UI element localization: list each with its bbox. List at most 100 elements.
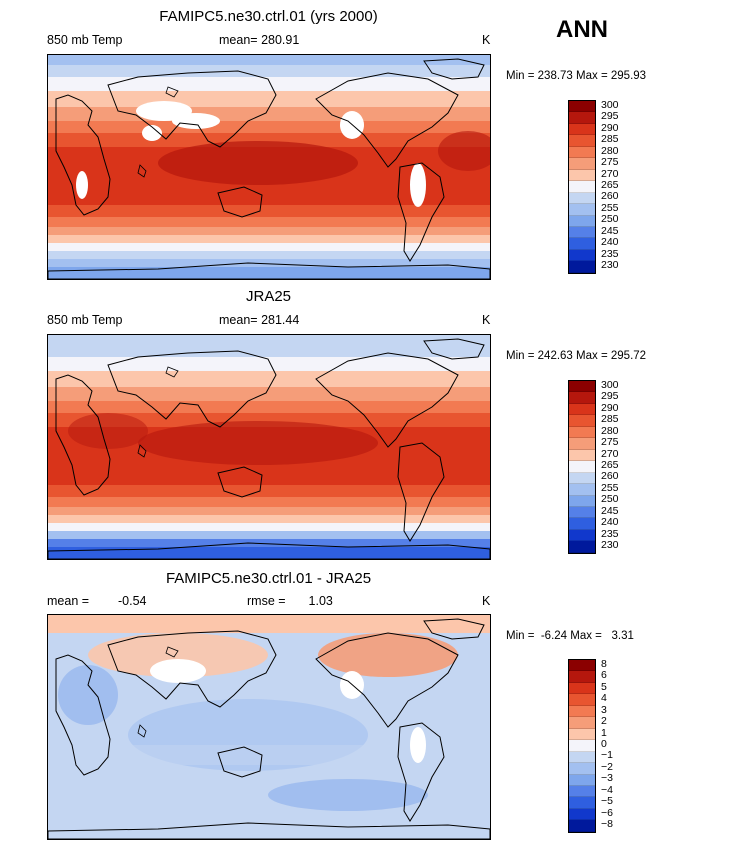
panel1-colorbar-swatch (569, 169, 595, 182)
panel1-colorbar-tick-label: 290 (601, 121, 619, 134)
map-shading-band (48, 387, 490, 401)
panel1-colorbar (568, 100, 596, 274)
panel1-mean-label: mean= (219, 33, 258, 47)
panel2-colorbar (568, 380, 596, 554)
panel3-colorbar-swatch (569, 797, 595, 809)
panel1-colorbar-tick-label: 235 (601, 247, 619, 260)
map-shading-band (48, 485, 490, 497)
panel3-max-value: 3.31 (611, 630, 634, 642)
panel1-colorbar-tick-label: 245 (601, 224, 619, 237)
panel3-colorbar-tick-label: 1 (601, 726, 607, 739)
panel3-colorbar-swatch (569, 694, 595, 706)
panel3-colorbar-swatch (569, 682, 595, 695)
panel1-colorbar-swatch (569, 204, 595, 216)
panel3-colorbar-tick-label: −8 (601, 818, 613, 831)
panel2-colorbar-tick-label: 295 (601, 390, 619, 403)
map-shading-band (48, 547, 490, 559)
panel2-colorbar-tick-label: 245 (601, 504, 619, 517)
panel3-mean: mean = -0.54 (47, 594, 147, 608)
map-shading-band (48, 497, 490, 507)
panel1-colorbar-tick-label: 240 (601, 236, 619, 249)
panel1-mean: mean= 280.91 (219, 33, 299, 47)
panel1-colorbar-swatch (569, 123, 595, 136)
panel3-colorbar-swatch (569, 705, 595, 718)
map-shading-band (48, 413, 490, 427)
coastline (48, 542, 490, 559)
panel3-colorbar-swatch (569, 785, 595, 798)
lake-outline (165, 86, 179, 98)
panel3-colorbar (568, 659, 596, 833)
coastline (397, 722, 445, 822)
lake-outline (137, 444, 147, 458)
map-shading-band (48, 55, 490, 65)
panel1-colorbar-tick-label: 250 (601, 213, 619, 226)
panel3-min-label: Min = (506, 630, 535, 642)
panel2-min-value: 242.63 (537, 350, 573, 362)
map-shading-band (48, 531, 490, 539)
missing-data (142, 125, 162, 141)
panel3-rmse-value: 1.03 (308, 594, 333, 608)
panel3-rmse: rmse = 1.03 (247, 594, 333, 608)
panel1-minmax: Min = 238.73 Max = 295.93 (506, 70, 646, 82)
panel1-colorbar-swatch (569, 135, 595, 147)
panel1-min-value: 238.73 (537, 70, 573, 82)
panel1-colorbar-tick-label: 270 (601, 167, 619, 180)
panel2-colorbar-swatch (569, 495, 595, 507)
map-shading-band (48, 77, 490, 91)
panel2-colorbar-swatch (569, 506, 595, 519)
panel1-colorbar-tick-label: 295 (601, 110, 619, 123)
panel2-colorbar-swatch (569, 426, 595, 439)
panel2-colorbar-tick-label: 280 (601, 424, 619, 437)
panel3-colorbar-swatch (569, 660, 595, 672)
coastline (107, 630, 277, 708)
panel1-colorbar-swatch (569, 192, 595, 205)
map-shading-band (48, 205, 490, 217)
panel1-colorbar-swatch (569, 215, 595, 227)
panel1-max-label: Max = (576, 70, 608, 82)
map-shading-band (48, 65, 490, 77)
panel2-colorbar-swatch (569, 518, 595, 530)
panel3-title: FAMIPC5.ne30.ctrl.01 - JRA25 (165, 570, 372, 587)
panel3-colorbar-tick-label: 2 (601, 715, 607, 728)
panel2-max-label: Max = (576, 350, 608, 362)
panel1-colorbar-tick-label: 285 (601, 133, 619, 146)
map-shading-band (48, 107, 490, 121)
coastline (107, 70, 277, 148)
panel2-mean-label: mean= (219, 313, 258, 327)
coastline (48, 822, 490, 839)
panel3-colorbar-tick-label: −3 (601, 772, 613, 785)
panel1-map (47, 54, 491, 280)
panel3-colorbar-tick-label: 4 (601, 692, 607, 705)
map-shading-band (48, 357, 490, 371)
map-shading-band (48, 227, 490, 235)
panel3-mean-value: -0.54 (118, 594, 147, 608)
panel2-colorbar-swatch (569, 392, 595, 404)
coastline (315, 352, 459, 448)
coastline (107, 350, 277, 428)
map-shading-band (48, 91, 490, 107)
panel3-colorbar-tick-label: 6 (601, 669, 607, 682)
map-shading-band (48, 121, 490, 133)
panel2-max-value: 295.72 (610, 350, 647, 362)
missing-data (410, 727, 426, 763)
panel1-mean-value: 280.91 (261, 33, 300, 47)
panel2-mean-value: 281.44 (261, 313, 300, 327)
panel2-colorbar-tick-label: 235 (601, 527, 619, 540)
missing-data (150, 659, 206, 683)
panel1-colorbar-swatch (569, 238, 595, 250)
panel2-colorbar-swatch (569, 472, 595, 485)
map-shading-band (48, 235, 490, 243)
panel1-colorbar-swatch (569, 261, 595, 273)
panel3-colorbar-ticks: 8 6 5 4 3 2 1 0 −1 −2 −3 −4 −5 −6 −8 (601, 659, 641, 831)
panel2-colorbar-tick-label: 285 (601, 413, 619, 426)
panel2-colorbar-tick-label: 300 (601, 378, 619, 391)
panel2-variable-label: 850 mb Temp (47, 313, 123, 327)
season-label: ANN (556, 16, 608, 43)
panel1-min-label: Min = (506, 70, 535, 82)
coastline (423, 618, 485, 640)
panel2-colorbar-ticks: 300 295 290 285 280 275 270 265 260 255 250 245 240 2… (601, 380, 641, 552)
map-shading-band (48, 515, 490, 523)
lake-outline (165, 366, 179, 378)
panel1-units: K (482, 33, 491, 47)
panel2-title: JRA25 (245, 288, 292, 305)
